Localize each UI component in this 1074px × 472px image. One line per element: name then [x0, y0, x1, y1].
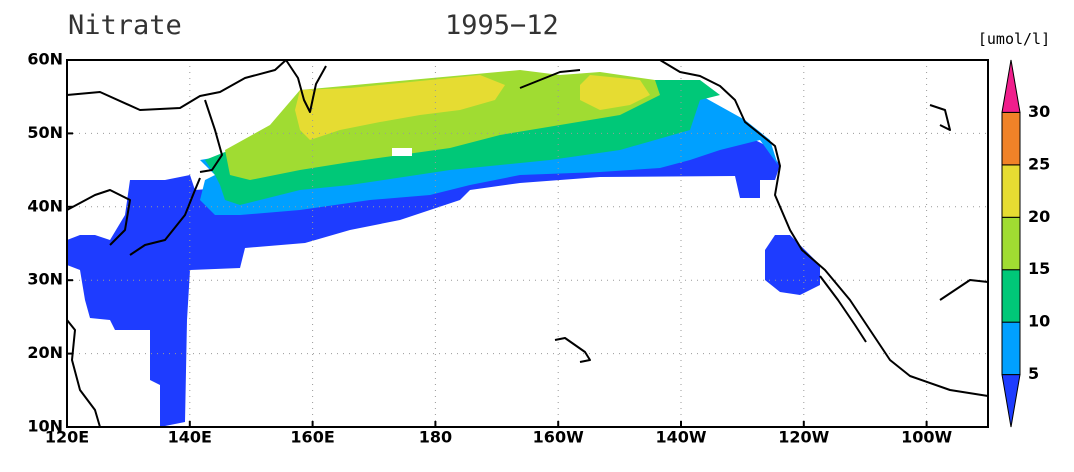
x-tick-label: 140W: [655, 428, 706, 447]
title: Nitrate: [68, 10, 182, 41]
colorbar-label: 25: [1028, 154, 1050, 173]
date: 1995−12: [445, 10, 559, 41]
unit-label: [umol/l]: [978, 30, 1050, 48]
x-tick-label: 120E: [45, 428, 89, 447]
colorbar-box: [1001, 269, 1021, 323]
x-tick-label: 160W: [533, 428, 584, 447]
colorbar-label: 15: [1028, 259, 1050, 278]
colorbar-label: 10: [1028, 312, 1050, 331]
x-tick-label: 180: [419, 428, 452, 447]
y-tick-label: 60N: [27, 50, 63, 69]
y-tick-label: 10N: [27, 417, 63, 436]
y-tick-label: 20N: [27, 343, 63, 362]
y-tick-label: 50N: [27, 123, 63, 142]
axes: 120E 140E 160E 180 160W 140W 120W 100W 10N 20N 30N…: [27, 50, 952, 447]
colorbar-label: 20: [1028, 207, 1050, 226]
map-frame: [66, 59, 989, 428]
colorbar-label: 5: [1028, 364, 1039, 383]
y-tick-label: 40N: [27, 196, 63, 215]
y-tick-label: 30N: [27, 270, 63, 289]
colorbar-box: [1001, 164, 1021, 218]
coastlines: [66, 59, 989, 428]
x-tick-label: 140E: [168, 428, 212, 447]
colorbar: 5 10 15 20 25 30: [1001, 59, 1050, 428]
colorbar-box: [1001, 216, 1021, 271]
x-tick-label: 120W: [778, 428, 829, 447]
colorbar-box: [1001, 321, 1021, 376]
x-tick-label: 160E: [290, 428, 334, 447]
colorbar-triangle: [1001, 374, 1021, 428]
colorbar-triangle: [1001, 59, 1021, 113]
colorbar-label: 30: [1028, 102, 1050, 121]
colorbar-box: [1001, 111, 1021, 166]
nitrate-field: [67, 70, 820, 427]
x-tick-label: 100W: [901, 428, 952, 447]
